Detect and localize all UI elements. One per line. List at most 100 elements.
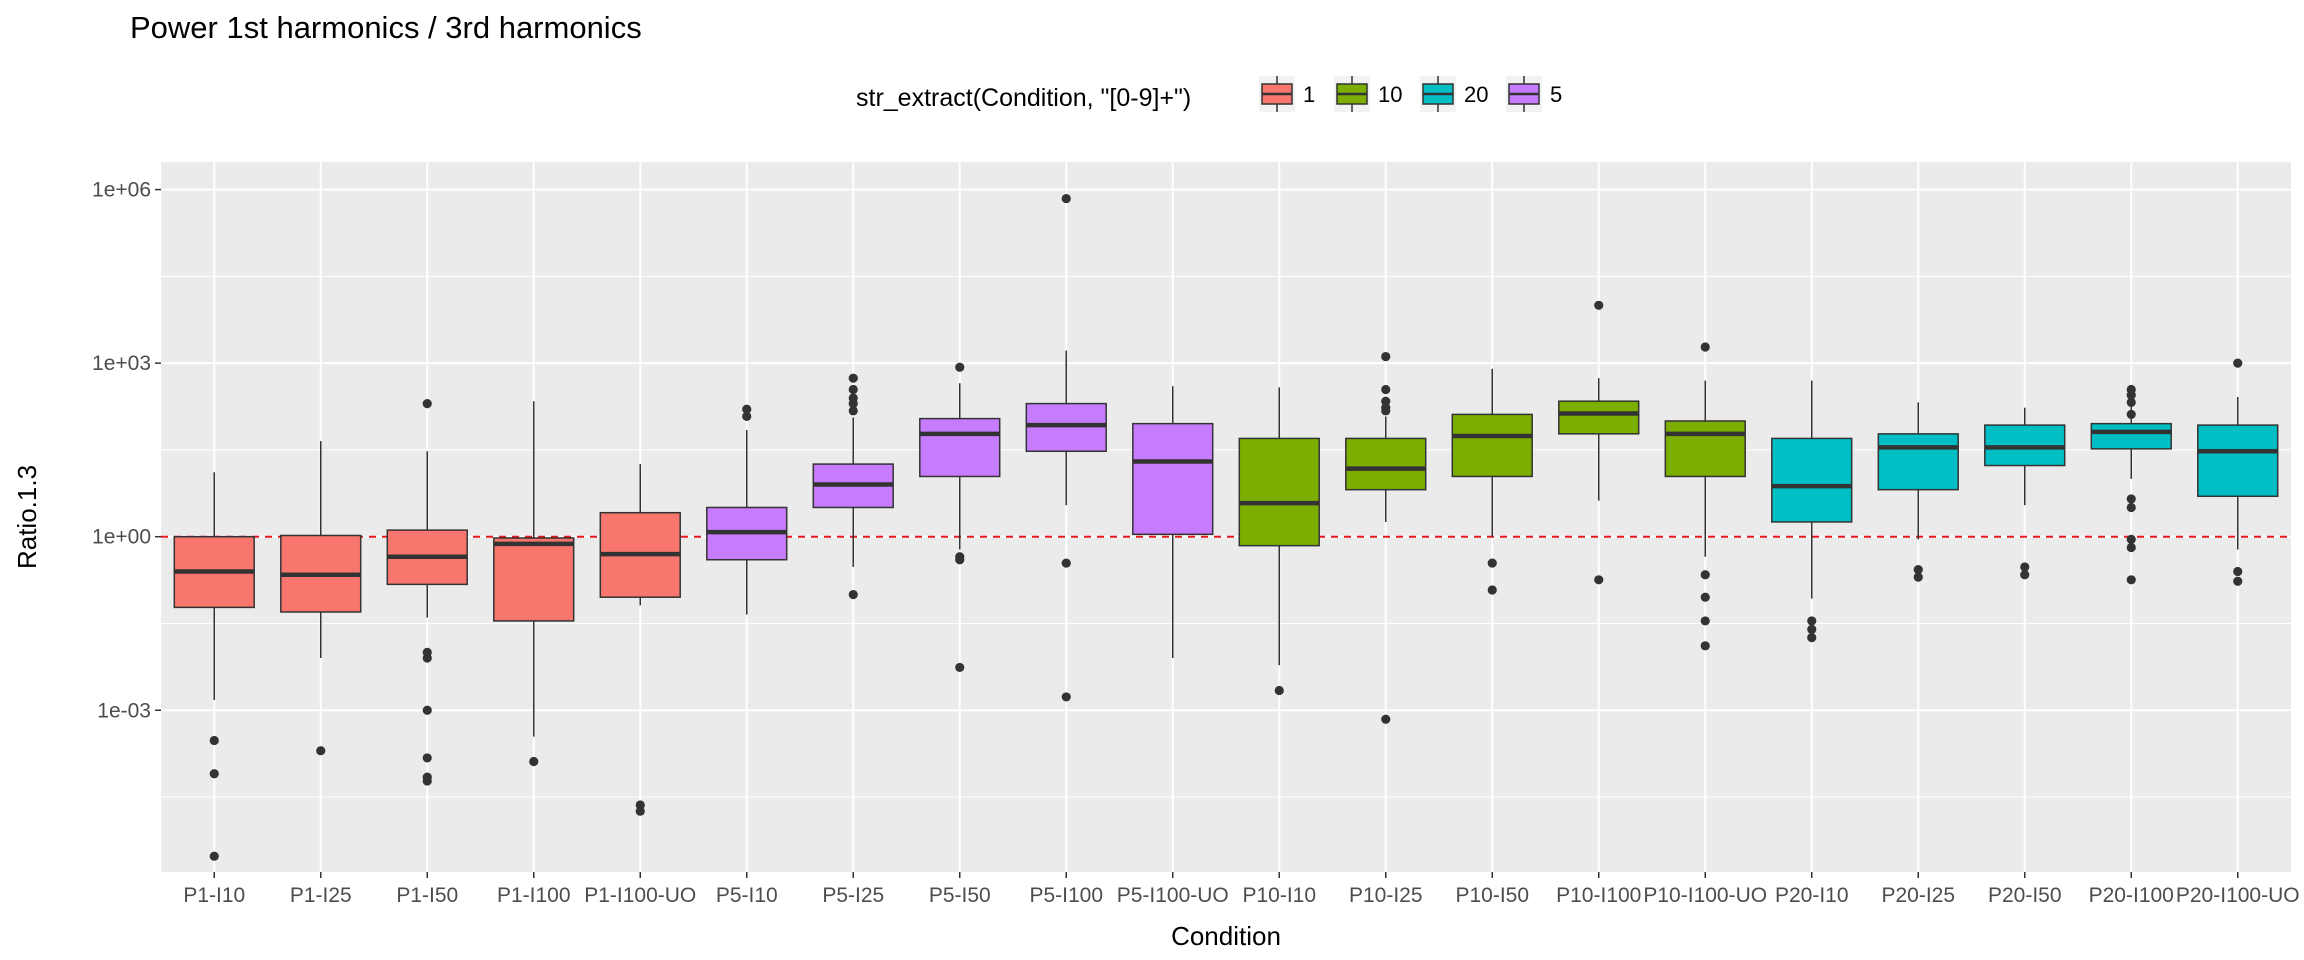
outlier-point xyxy=(848,406,858,416)
box-P20-I10 xyxy=(1771,380,1853,643)
outlier-point xyxy=(422,398,432,409)
outlier-point xyxy=(742,404,752,414)
y-tick-label: 1e-03 xyxy=(97,699,151,722)
box-iqr xyxy=(493,537,575,622)
box-P5-I10 xyxy=(706,404,788,615)
outlier-point xyxy=(422,705,432,715)
box-P20-I25 xyxy=(1877,402,1959,582)
box-P5-I100-UO xyxy=(1132,386,1214,659)
outlier-point xyxy=(1487,558,1497,568)
outlier-point xyxy=(1700,592,1710,602)
outlier-point xyxy=(848,589,858,600)
y-tick-label: 1e+06 xyxy=(92,179,151,202)
x-tick-label: P5-I25 xyxy=(822,884,884,907)
x-tick-label: P10-I50 xyxy=(1455,884,1529,907)
outlier-point xyxy=(1381,396,1391,406)
outlier-point xyxy=(848,384,858,395)
y-axis-title: Ratio.1.3 xyxy=(12,465,42,569)
outlier-point xyxy=(1913,565,1923,575)
x-tick-label: P5-I50 xyxy=(929,884,991,907)
outlier-point xyxy=(529,756,539,767)
x-tick-label: P20-I100-UO xyxy=(2176,884,2300,907)
box-P1-I100 xyxy=(493,401,575,767)
x-tick-label: P10-I100-UO xyxy=(1643,884,1767,907)
box-iqr xyxy=(1025,402,1107,453)
box-P20-I100 xyxy=(2090,384,2172,585)
box-P20-I50 xyxy=(1984,407,2066,580)
x-tick-label: P1-I50 xyxy=(396,884,458,907)
box-P10-I100 xyxy=(1558,300,1640,585)
outlier-point xyxy=(848,393,858,403)
x-tick-label: P1-I10 xyxy=(183,884,245,907)
outlier-point xyxy=(1700,342,1710,352)
x-axis-title: Condition xyxy=(1171,921,1281,951)
outlier-point xyxy=(955,362,965,372)
legend-item-1: 1 xyxy=(1259,76,1315,112)
box-P10-I50 xyxy=(1451,368,1533,595)
outlier-point xyxy=(1487,585,1497,595)
outlier-point xyxy=(1061,193,1071,204)
outlier-point xyxy=(1700,641,1710,651)
box-P5-I25 xyxy=(812,373,894,600)
legend-item-5: 5 xyxy=(1506,76,1562,112)
box-iqr xyxy=(1558,400,1640,435)
outlier-point xyxy=(1913,572,1923,582)
box-iqr xyxy=(1345,437,1427,491)
box-P10-I25 xyxy=(1345,351,1427,724)
box-P10-I100-UO xyxy=(1664,342,1746,651)
outlier-point xyxy=(848,373,858,383)
outlier-point xyxy=(1061,692,1071,702)
outlier-point xyxy=(2233,576,2243,586)
chart-title: Power 1st harmonics / 3rd harmonics xyxy=(130,10,642,45)
outlier-point xyxy=(2020,570,2030,580)
outlier-point xyxy=(209,769,219,779)
outlier-point xyxy=(2126,409,2136,420)
box-iqr xyxy=(1132,422,1214,536)
outlier-point xyxy=(1807,616,1817,626)
legend-item-10: 10 xyxy=(1334,76,1402,112)
outlier-point xyxy=(2126,542,2136,553)
x-axis: P1-I10 P1-I25 P1-I50 P1-I100 P1-I100-UO P5-I1… xyxy=(183,872,2300,907)
outlier-point xyxy=(955,555,965,565)
legend-item-20: 20 xyxy=(1420,76,1488,112)
outlier-point xyxy=(1700,570,1710,580)
outlier-point xyxy=(2126,397,2136,407)
x-tick-label: P10-I10 xyxy=(1242,884,1316,907)
box-P20-I100-UO xyxy=(2197,358,2279,586)
outlier-point xyxy=(422,753,432,763)
outlier-point xyxy=(209,735,219,746)
outlier-point xyxy=(742,411,752,422)
plot-panel xyxy=(161,162,2291,872)
box-P5-I100 xyxy=(1025,193,1107,702)
legend: 1 10 20 5 xyxy=(1259,76,1562,112)
outlier-point xyxy=(1381,351,1391,362)
box-iqr xyxy=(1877,433,1959,491)
outlier-point xyxy=(2233,566,2243,577)
outlier-point xyxy=(2126,575,2136,585)
outlier-point xyxy=(1807,633,1817,643)
outlier-point xyxy=(2233,358,2243,368)
outlier-point xyxy=(2020,562,2030,572)
outlier-point xyxy=(1381,714,1391,724)
box-iqr xyxy=(1664,420,1746,478)
x-tick-label: P20-I100 xyxy=(2089,884,2174,907)
box-iqr xyxy=(919,417,1001,478)
x-tick-label: P10-I25 xyxy=(1349,884,1423,907)
box-iqr xyxy=(2197,424,2279,498)
outlier-point xyxy=(1061,558,1071,568)
outlier-point xyxy=(422,653,432,663)
box-P1-I100-UO xyxy=(599,464,681,816)
box-iqr xyxy=(1238,437,1320,547)
box-iqr xyxy=(1771,437,1853,523)
outlier-point xyxy=(316,746,326,756)
outlier-point xyxy=(1594,300,1604,310)
outlier-point xyxy=(1594,575,1604,585)
outlier-point xyxy=(1700,616,1710,626)
x-tick-label: P20-I50 xyxy=(1988,884,2062,907)
outlier-point xyxy=(2126,502,2136,513)
boxes-layer xyxy=(173,193,2279,861)
outlier-point xyxy=(635,806,645,816)
outlier-point xyxy=(1381,384,1391,395)
x-tick-label: P5-I100-UO xyxy=(1117,884,1229,907)
